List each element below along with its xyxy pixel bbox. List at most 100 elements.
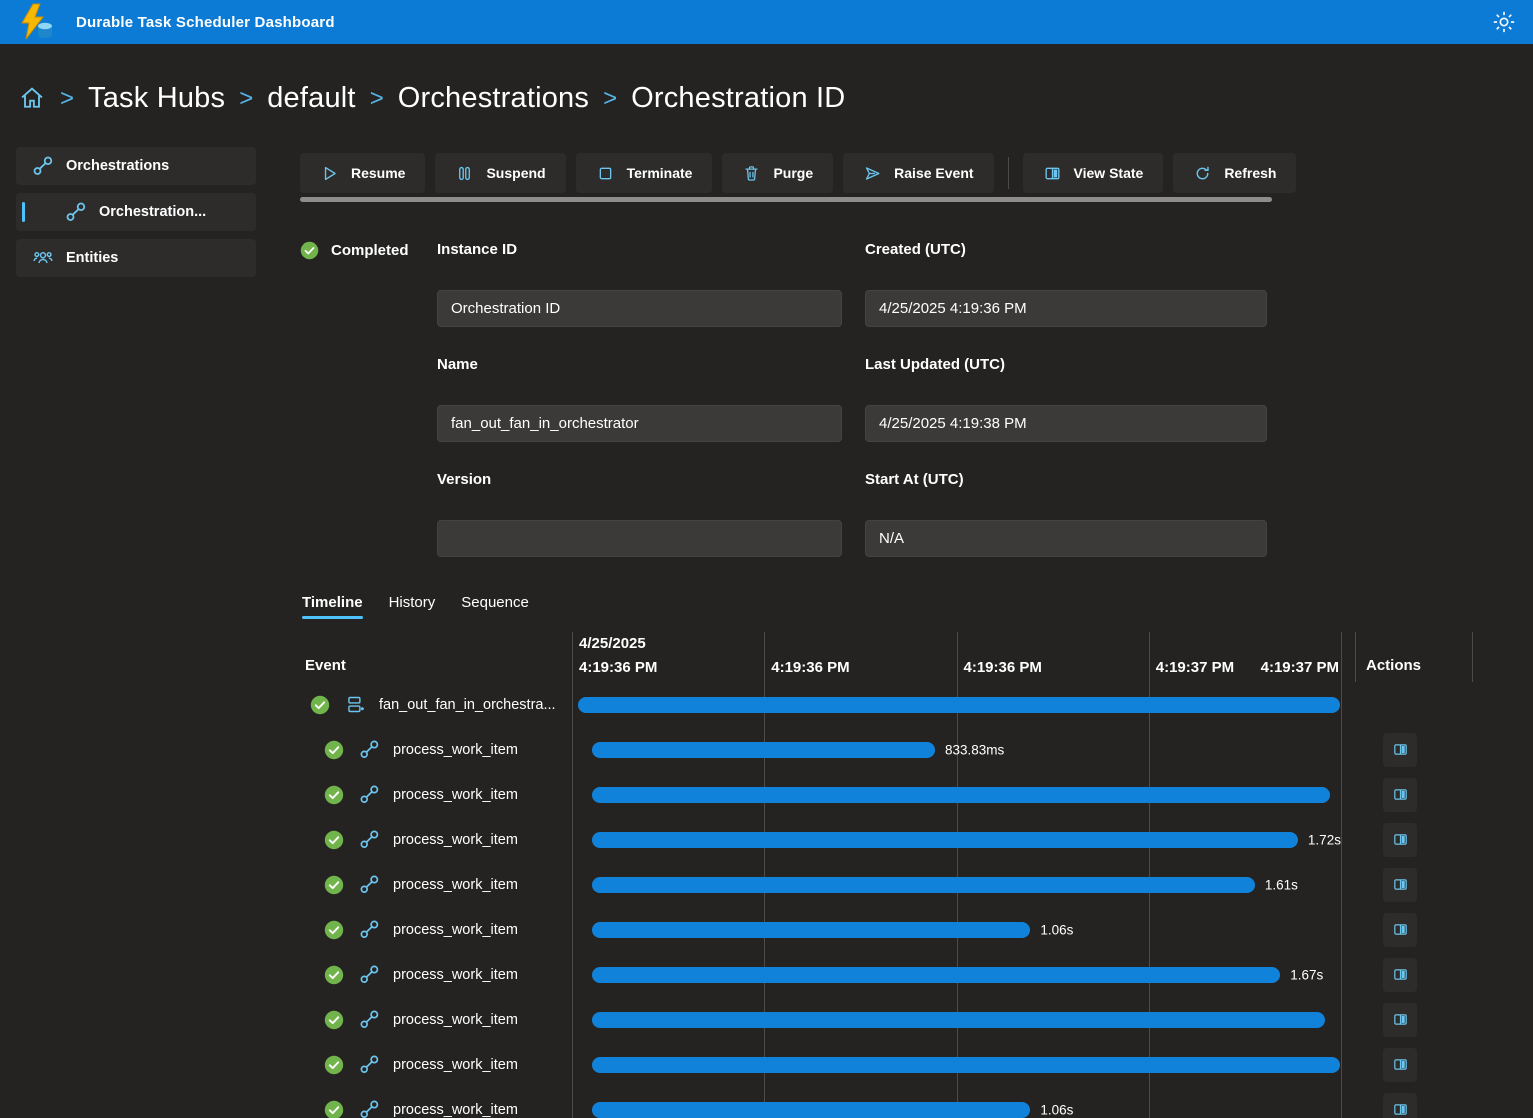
timeline-bar[interactable] (591, 741, 935, 758)
play-icon (320, 164, 339, 183)
timeline-bar[interactable] (591, 1101, 1031, 1118)
breadcrumb-item-task-hubs[interactable]: Task Hubs (88, 81, 226, 114)
link-icon (359, 829, 380, 850)
timeline-bar[interactable] (591, 876, 1255, 893)
link-icon (359, 739, 380, 760)
field-label: Instance ID (437, 241, 518, 258)
view-state-action-button[interactable] (1383, 867, 1417, 902)
view-state-action-button[interactable] (1383, 912, 1417, 947)
completed-status-icon (310, 695, 330, 715)
name-field[interactable] (437, 405, 842, 442)
actions-column-header: Actions (1355, 632, 1473, 682)
event-name: fan_out_fan_in_orchestra... (379, 696, 556, 713)
view-state-button[interactable]: View State (1022, 153, 1164, 193)
link-icon (65, 201, 87, 223)
button-label: Refresh (1224, 165, 1277, 181)
sidebar-item-label: Orchestrations (66, 158, 170, 174)
completed-status-icon (324, 830, 344, 850)
breadcrumb-item-orchestrations[interactable]: Orchestrations (397, 81, 590, 114)
detail-tabs: Timeline History Sequence (300, 594, 1533, 619)
created-field[interactable] (865, 290, 1267, 327)
link-icon (359, 1099, 380, 1118)
view-state-action-button[interactable] (1383, 1002, 1417, 1037)
version-field[interactable] (437, 520, 842, 557)
timeline-panel: Event 4/25/2025 4:19:36 PM 4:19:36 PM 4:… (300, 632, 1533, 1118)
event-name: process_work_item (393, 876, 518, 893)
view-state-action-button[interactable] (1383, 732, 1417, 767)
view-state-action-button[interactable] (1383, 957, 1417, 992)
start-at-field[interactable] (865, 520, 1267, 557)
event-name: process_work_item (393, 741, 518, 758)
event-name: process_work_item (393, 1011, 518, 1028)
status-badge: Completed (300, 241, 437, 557)
timeline-bar[interactable] (591, 831, 1298, 848)
timeline-row: process_work_item (300, 997, 1533, 1042)
breadcrumb-separator: > (603, 85, 618, 112)
app-title: Durable Task Scheduler Dashboard (76, 13, 335, 31)
timeline-row: process_work_item 1.61s (300, 862, 1533, 907)
people-icon (32, 247, 54, 269)
field-label: Last Updated (UTC) (865, 356, 1005, 373)
view-state-action-button[interactable] (1383, 822, 1417, 857)
button-label: Raise Event (894, 165, 974, 181)
status-label: Completed (331, 242, 409, 259)
timeline-row: fan_out_fan_in_orchestra... (300, 682, 1533, 727)
time-axis: 4/25/2025 4:19:36 PM 4:19:36 PM 4:19:36 … (572, 632, 1341, 682)
sidebar-item-label: Entities (66, 250, 119, 266)
home-icon[interactable] (18, 84, 46, 112)
timeline-bar[interactable] (591, 1011, 1325, 1028)
terminate-button[interactable]: Terminate (575, 153, 713, 193)
top-app-bar: Durable Task Scheduler Dashboard (0, 0, 1533, 44)
view-state-action-button[interactable] (1383, 1092, 1417, 1118)
tab-history[interactable]: History (387, 594, 438, 619)
completed-status-icon (324, 1055, 344, 1075)
event-name: process_work_item (393, 921, 518, 938)
link-icon (359, 874, 380, 895)
instance-id-field[interactable] (437, 290, 842, 327)
timeline-row: process_work_item 1.06s (300, 1087, 1533, 1118)
view-state-action-button[interactable] (1383, 777, 1417, 812)
timeline-gridline (764, 632, 765, 1118)
timeline-bar[interactable] (591, 921, 1031, 938)
suspend-button[interactable]: Suspend (435, 153, 566, 193)
sidebar-item-orchestrations[interactable]: Orchestrations (16, 147, 256, 185)
duration-label: 1.72s (1307, 832, 1341, 847)
last-updated-field[interactable] (865, 405, 1267, 442)
tab-timeline[interactable]: Timeline (300, 594, 365, 619)
breadcrumb-separator: > (60, 85, 75, 112)
settings-gear-icon[interactable] (1491, 9, 1517, 35)
timeline-rows: fan_out_fan_in_orchestra... process_work… (300, 682, 1533, 1118)
timeline-row: process_work_item 1.67s (300, 952, 1533, 997)
timeline-gridline (1341, 632, 1342, 1118)
button-label: Terminate (626, 165, 693, 181)
event-column-header: Event (305, 657, 346, 674)
link-icon (32, 155, 54, 177)
link-icon (359, 1009, 380, 1030)
raise-event-button[interactable]: Raise Event (843, 153, 994, 193)
axis-tick-label: 4:19:36 PM (771, 659, 850, 676)
button-label: Resume (351, 165, 406, 181)
timeline-bar[interactable] (578, 696, 1341, 713)
send-icon (863, 164, 882, 183)
timeline-bar[interactable] (591, 966, 1281, 983)
resume-button[interactable]: Resume (300, 153, 426, 193)
sidebar-item-orchestration-detail[interactable]: Orchestration... (16, 193, 256, 231)
duration-label: 833.83ms (944, 742, 1005, 757)
tab-sequence[interactable]: Sequence (459, 594, 531, 619)
field-label: Name (437, 356, 478, 373)
sidebar-item-entities[interactable]: Entities (16, 239, 256, 277)
axis-tick-label: 4:19:37 PM (1260, 659, 1339, 676)
axis-tick-label: 4/25/2025 4:19:36 PM (579, 635, 658, 676)
purge-button[interactable]: Purge (722, 153, 834, 193)
view-state-action-button[interactable] (1383, 1047, 1417, 1082)
timeline-bar[interactable] (591, 1056, 1341, 1073)
duration-label: 1.06s (1040, 1102, 1074, 1117)
breadcrumb-item-default[interactable]: default (267, 81, 356, 114)
button-label: Suspend (486, 165, 546, 181)
timeline-bar[interactable] (591, 786, 1331, 803)
duration-label: 1.67s (1290, 967, 1324, 982)
refresh-button[interactable]: Refresh (1173, 153, 1297, 193)
horizontal-scrollbar[interactable] (300, 197, 1272, 202)
duration-label: 1.61s (1264, 877, 1298, 892)
event-name: process_work_item (393, 1101, 518, 1118)
